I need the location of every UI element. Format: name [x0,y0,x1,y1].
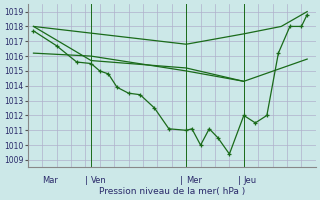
Text: |: | [238,176,241,185]
Text: |: | [180,176,183,185]
Text: Jeu: Jeu [244,176,257,185]
Text: Ven: Ven [91,176,107,185]
Text: Mar: Mar [42,176,58,185]
Text: |: | [85,176,88,185]
X-axis label: Pression niveau de la mer( hPa ): Pression niveau de la mer( hPa ) [99,187,245,196]
Text: Mer: Mer [186,176,202,185]
